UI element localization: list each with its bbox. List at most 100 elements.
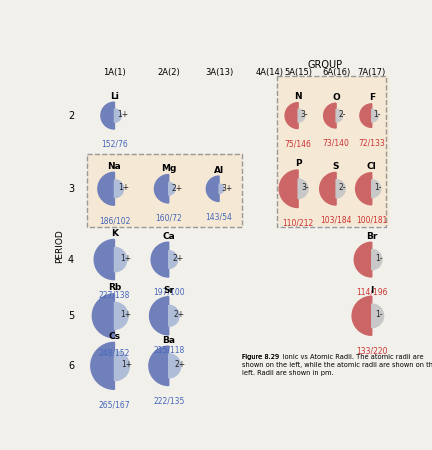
Polygon shape — [92, 294, 114, 338]
Text: 1+: 1+ — [118, 110, 129, 119]
Polygon shape — [336, 109, 343, 122]
Text: Li: Li — [110, 92, 119, 101]
Text: 227/138: 227/138 — [99, 290, 130, 299]
Polygon shape — [114, 302, 128, 329]
Text: 5A(15): 5A(15) — [284, 68, 312, 77]
Polygon shape — [169, 182, 175, 195]
Text: 4: 4 — [68, 255, 74, 265]
Polygon shape — [352, 296, 372, 335]
Text: 4A(14): 4A(14) — [255, 68, 283, 77]
Text: 1-: 1- — [375, 310, 383, 319]
Polygon shape — [298, 109, 305, 122]
Text: 1-: 1- — [375, 183, 382, 192]
Text: Br: Br — [366, 232, 378, 241]
Text: 3+: 3+ — [221, 184, 232, 193]
Text: P: P — [295, 159, 302, 168]
Text: 1+: 1+ — [120, 254, 131, 263]
Text: Sr: Sr — [163, 286, 174, 295]
Polygon shape — [169, 354, 181, 378]
Text: 2+: 2+ — [174, 360, 185, 369]
Text: 1-: 1- — [374, 110, 381, 119]
Text: 2-: 2- — [338, 110, 346, 119]
Text: 73/140: 73/140 — [323, 139, 349, 148]
Text: 110/212: 110/212 — [283, 218, 314, 227]
Text: 2A(2): 2A(2) — [157, 68, 180, 77]
Text: K: K — [111, 229, 118, 238]
Polygon shape — [155, 175, 169, 203]
Text: Cl: Cl — [367, 162, 377, 171]
Text: 197/100: 197/100 — [153, 288, 184, 297]
Text: N: N — [294, 92, 302, 101]
Polygon shape — [372, 249, 382, 270]
Text: 215/118: 215/118 — [153, 346, 184, 355]
Text: 72/133: 72/133 — [359, 138, 385, 147]
Text: Ca: Ca — [162, 232, 175, 241]
Polygon shape — [94, 239, 114, 280]
Polygon shape — [219, 184, 224, 194]
Text: 265/167: 265/167 — [98, 400, 130, 409]
Polygon shape — [149, 297, 169, 335]
Text: 75/146: 75/146 — [285, 140, 311, 148]
Text: F: F — [368, 93, 375, 102]
Polygon shape — [206, 176, 219, 202]
Text: 248/152: 248/152 — [99, 349, 130, 358]
Text: 6A(16): 6A(16) — [322, 68, 350, 77]
Text: Mg: Mg — [161, 164, 176, 173]
Text: Figure 8.29  ​Ionic vs Atomic Radii. The atomic radii are
shown on the left, whi: Figure 8.29 ​Ionic vs Atomic Radii. The … — [242, 354, 432, 376]
Polygon shape — [101, 102, 114, 129]
Text: PERIOD: PERIOD — [55, 230, 64, 263]
Text: GROUP: GROUP — [308, 60, 343, 70]
Polygon shape — [114, 248, 127, 272]
Polygon shape — [372, 304, 384, 328]
Text: Al: Al — [214, 166, 224, 175]
Bar — [277, 76, 389, 226]
Polygon shape — [114, 351, 129, 381]
Text: I: I — [370, 286, 373, 295]
Bar — [86, 154, 241, 227]
Polygon shape — [114, 109, 121, 122]
Text: Rb: Rb — [108, 284, 121, 292]
Text: Ba: Ba — [162, 336, 175, 345]
Text: 2: 2 — [68, 111, 74, 121]
Text: 1+: 1+ — [118, 183, 130, 192]
Text: 152/76: 152/76 — [101, 140, 128, 149]
Polygon shape — [324, 103, 336, 128]
Text: 143/54: 143/54 — [206, 212, 232, 221]
Text: O: O — [332, 93, 340, 102]
Text: 7A(17): 7A(17) — [358, 68, 386, 77]
Polygon shape — [372, 109, 378, 122]
Polygon shape — [114, 180, 124, 198]
Text: 100/181: 100/181 — [356, 216, 388, 225]
Text: S: S — [333, 162, 340, 171]
Text: 3: 3 — [68, 184, 74, 194]
Text: 1+: 1+ — [121, 360, 132, 369]
Text: 160/72: 160/72 — [156, 214, 182, 223]
Polygon shape — [336, 180, 345, 198]
Text: Cs: Cs — [108, 332, 121, 341]
Polygon shape — [360, 104, 372, 127]
Polygon shape — [354, 242, 372, 277]
Polygon shape — [356, 173, 372, 205]
Text: 3-: 3- — [301, 183, 309, 192]
Polygon shape — [285, 103, 298, 129]
Text: 2+: 2+ — [172, 184, 183, 193]
Polygon shape — [320, 172, 336, 205]
Text: 133/220: 133/220 — [356, 346, 388, 355]
Text: 6: 6 — [68, 361, 74, 371]
Text: 2-: 2- — [339, 183, 346, 192]
Text: 2+: 2+ — [173, 310, 184, 319]
Text: 114/196: 114/196 — [356, 288, 388, 297]
Polygon shape — [372, 180, 381, 198]
Text: 3-: 3- — [300, 110, 308, 119]
Text: 186/102: 186/102 — [99, 216, 130, 225]
Polygon shape — [91, 342, 114, 389]
Bar — [86, 154, 241, 227]
Polygon shape — [298, 179, 308, 198]
Text: 5: 5 — [68, 311, 74, 321]
Text: 103/184: 103/184 — [321, 216, 352, 225]
Polygon shape — [151, 242, 169, 277]
Text: 1-: 1- — [375, 254, 382, 263]
Text: 1+: 1+ — [121, 310, 132, 319]
Polygon shape — [279, 170, 298, 207]
Text: 3A(13): 3A(13) — [205, 68, 233, 77]
